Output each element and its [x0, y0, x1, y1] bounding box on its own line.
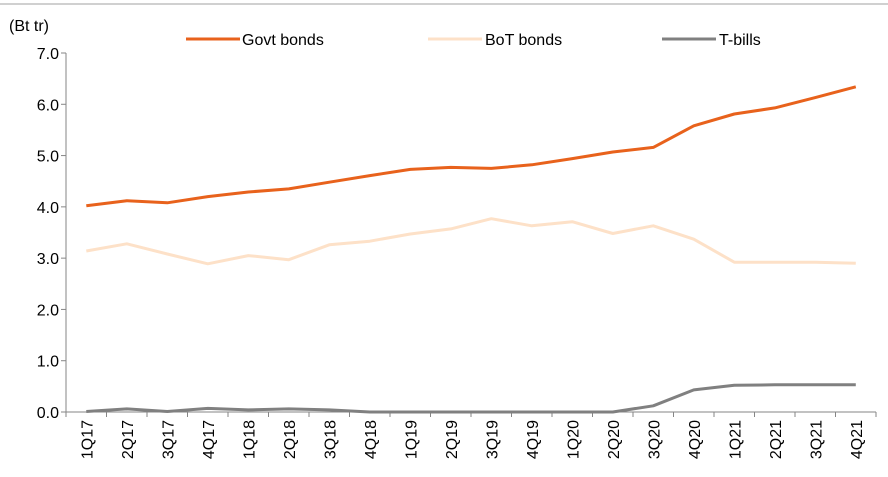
x-tick-label: 3Q20	[646, 420, 663, 459]
y-tick-label: 7.0	[37, 46, 59, 63]
x-tick-label: 1Q19	[403, 420, 420, 459]
x-tick-label: 1Q18	[241, 420, 258, 459]
x-tick-label: 1Q20	[565, 420, 582, 459]
y-axis-ticks: 0.0 1.0 2.0 3.0 4.0 5.0 6.0 7.0	[37, 46, 66, 422]
y-tick-label: 0.0	[37, 405, 59, 422]
series-lines	[86, 85, 857, 414]
x-tick-label: 2Q18	[282, 420, 299, 459]
y-tick-label: 2.0	[37, 302, 59, 319]
legend-item-t-bills: T-bills	[662, 32, 761, 49]
y-tick-label: 3.0	[37, 251, 59, 268]
x-tick-label: 3Q21	[808, 420, 825, 459]
series-line-bot-bonds	[86, 217, 856, 266]
series-line-govt-bonds	[86, 85, 857, 208]
legend: Govt bonds BoT bonds T-bills	[186, 32, 761, 49]
series-line-t-bills	[86, 383, 856, 414]
legend-label-bot-bonds: BoT bonds	[485, 32, 562, 49]
y-tick-label: 5.0	[37, 149, 59, 166]
x-tick-label: 1Q17	[79, 420, 96, 459]
legend-item-govt-bonds: Govt bonds	[186, 32, 324, 49]
x-tick-label: 4Q19	[525, 420, 542, 459]
x-tick-label: 4Q18	[363, 420, 380, 459]
x-tick-label: 4Q17	[201, 420, 218, 459]
x-tick-label: 4Q20	[687, 420, 704, 459]
x-tick-label: 2Q19	[444, 420, 461, 459]
x-axis-ticks: 1Q17 2Q17 3Q17 4Q17 1Q18 2Q18 3Q18 4Q18 1Q19 2Q19…	[65, 412, 877, 459]
x-tick-label: 3Q18	[322, 420, 339, 459]
x-tick-label: 2Q17	[120, 420, 137, 459]
x-tick-label: 3Q19	[484, 420, 501, 459]
legend-label-t-bills: T-bills	[719, 32, 761, 49]
x-tick-label: 4Q21	[849, 420, 866, 459]
legend-label-govt-bonds: Govt bonds	[242, 32, 324, 49]
x-tick-label: 2Q20	[606, 420, 623, 459]
y-axis-unit-label: (Bt tr)	[9, 18, 49, 35]
x-tick-label: 2Q21	[768, 420, 785, 459]
y-tick-label: 1.0	[37, 354, 59, 371]
y-tick-label: 6.0	[37, 97, 59, 114]
x-tick-label: 3Q17	[160, 420, 177, 459]
legend-item-bot-bonds: BoT bonds	[428, 32, 562, 49]
x-tick-label: 1Q21	[727, 420, 744, 459]
y-tick-label: 4.0	[37, 200, 59, 217]
